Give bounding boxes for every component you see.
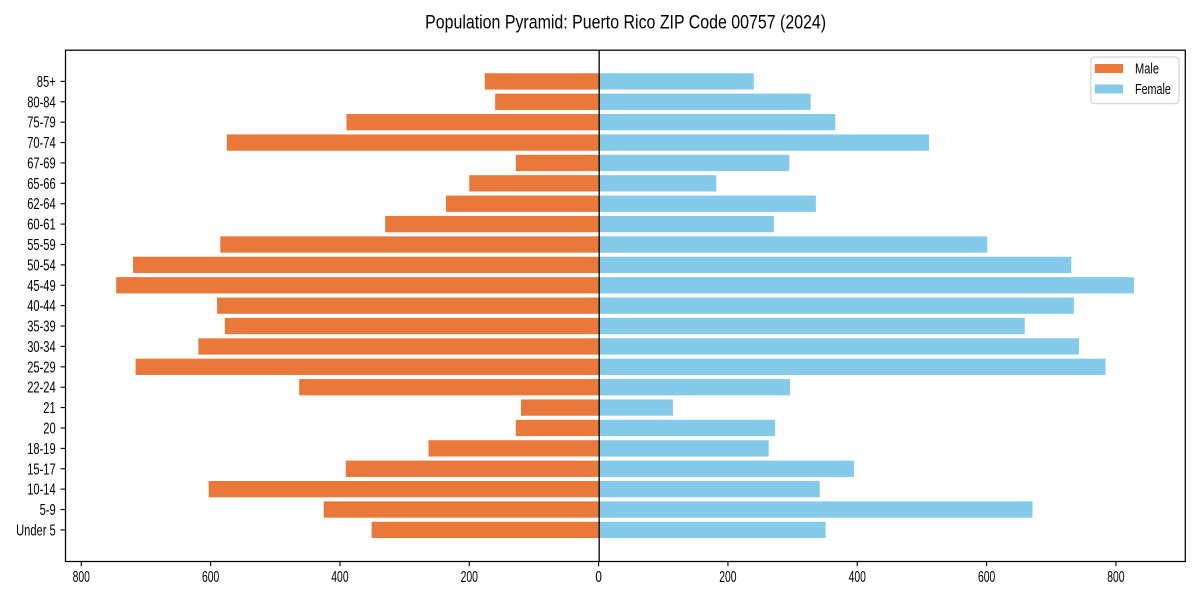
svg-text:55-59: 55-59 bbox=[27, 237, 56, 254]
svg-text:62-64: 62-64 bbox=[27, 196, 56, 213]
svg-text:800: 800 bbox=[1107, 569, 1124, 586]
svg-text:10-14: 10-14 bbox=[27, 482, 56, 499]
svg-text:22-24: 22-24 bbox=[27, 380, 56, 397]
svg-text:25-29: 25-29 bbox=[27, 359, 56, 376]
svg-text:400: 400 bbox=[849, 569, 866, 586]
svg-text:Female: Female bbox=[1135, 81, 1171, 98]
svg-text:Population Pyramid: Puerto Ric: Population Pyramid: Puerto Rico ZIP Code… bbox=[425, 13, 826, 34]
svg-text:65-66: 65-66 bbox=[27, 176, 56, 193]
svg-text:600: 600 bbox=[978, 569, 995, 586]
svg-text:Under 5: Under 5 bbox=[16, 522, 56, 539]
svg-text:600: 600 bbox=[202, 569, 219, 586]
svg-text:18-19: 18-19 bbox=[27, 441, 56, 458]
svg-text:67-69: 67-69 bbox=[27, 155, 56, 172]
svg-text:5-9: 5-9 bbox=[40, 502, 56, 519]
svg-text:70-74: 70-74 bbox=[27, 135, 56, 152]
svg-text:75-79: 75-79 bbox=[27, 115, 56, 132]
svg-text:35-39: 35-39 bbox=[27, 319, 56, 336]
svg-text:60-61: 60-61 bbox=[27, 217, 56, 234]
svg-text:30-34: 30-34 bbox=[27, 339, 56, 356]
svg-text:15-17: 15-17 bbox=[27, 461, 56, 478]
svg-text:400: 400 bbox=[331, 569, 348, 586]
svg-text:Male: Male bbox=[1135, 61, 1159, 78]
svg-text:0: 0 bbox=[595, 569, 602, 586]
svg-text:200: 200 bbox=[719, 569, 736, 586]
svg-text:85+: 85+ bbox=[37, 74, 56, 91]
svg-text:40-44: 40-44 bbox=[27, 298, 56, 315]
svg-text:45-49: 45-49 bbox=[27, 278, 56, 295]
svg-text:80-84: 80-84 bbox=[27, 94, 56, 111]
svg-text:200: 200 bbox=[461, 569, 478, 586]
svg-text:20: 20 bbox=[43, 420, 55, 437]
svg-text:21: 21 bbox=[43, 400, 55, 417]
svg-text:50-54: 50-54 bbox=[27, 257, 56, 274]
svg-text:800: 800 bbox=[73, 569, 90, 586]
